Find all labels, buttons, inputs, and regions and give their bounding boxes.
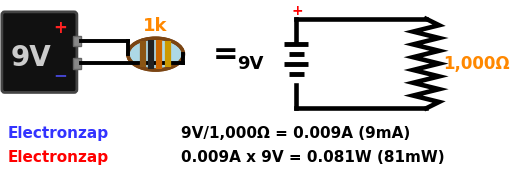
Text: =: = (212, 40, 238, 69)
Text: 0.009A x 9V = 0.081W (81mW): 0.009A x 9V = 0.081W (81mW) (181, 150, 444, 165)
Bar (73, 36, 80, 46)
Text: −: − (53, 66, 67, 83)
Text: 1,000Ω: 1,000Ω (443, 55, 509, 73)
Bar (73, 58, 80, 69)
Ellipse shape (128, 38, 183, 70)
Text: 9V: 9V (11, 44, 52, 72)
Text: +: + (291, 4, 303, 18)
FancyBboxPatch shape (2, 12, 77, 92)
Text: 1k: 1k (143, 17, 168, 35)
Text: 9V: 9V (237, 55, 264, 73)
Text: Electronzap: Electronzap (7, 150, 109, 165)
Text: 9V/1,000Ω = 0.009A (9mA): 9V/1,000Ω = 0.009A (9mA) (181, 126, 410, 141)
Text: Electronzap: Electronzap (7, 126, 109, 141)
Text: +: + (53, 19, 67, 37)
